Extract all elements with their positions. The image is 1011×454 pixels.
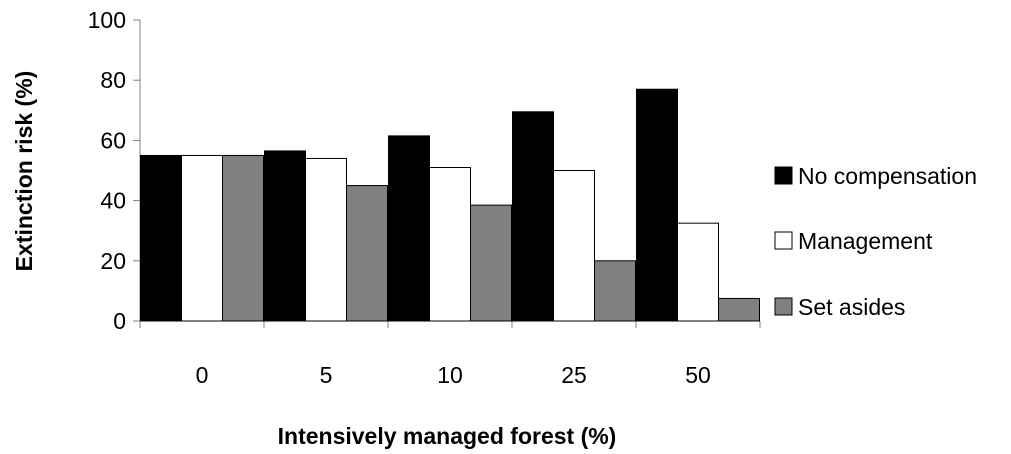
bar-no-compensation xyxy=(264,150,306,322)
legend-swatch xyxy=(774,297,793,316)
legend-swatch xyxy=(774,166,793,185)
y-tick-label: 0 xyxy=(113,308,126,334)
bar-management xyxy=(181,154,223,322)
bar-management xyxy=(305,157,347,322)
bar-no-compensation xyxy=(388,135,430,322)
legend-label: Management xyxy=(798,228,933,254)
x-tick-label: 10 xyxy=(437,362,463,388)
legend: No compensation Management Set asides xyxy=(774,163,977,320)
legend-label: No compensation xyxy=(798,163,977,189)
y-tick-label: 80 xyxy=(100,67,126,93)
bar-set-asides xyxy=(594,260,636,322)
bar-no-compensation xyxy=(512,111,554,322)
x-tick-label: 0 xyxy=(196,362,209,388)
y-tick-label: 40 xyxy=(100,188,126,214)
y-tick-label: 100 xyxy=(88,7,126,33)
y-tick-label: 20 xyxy=(100,248,126,274)
y-axis-title: Extinction risk (%) xyxy=(11,71,37,272)
bar-set-asides xyxy=(470,204,512,322)
bar-set-asides xyxy=(718,297,760,322)
x-tick-label: 50 xyxy=(685,362,711,388)
y-tick-label: 60 xyxy=(100,127,126,153)
x-axis-title: Intensively managed forest (%) xyxy=(278,423,617,449)
legend-label: Set asides xyxy=(798,294,905,320)
bar-management xyxy=(429,166,471,322)
legend-swatch xyxy=(774,231,793,250)
bar-no-compensation xyxy=(636,88,678,322)
x-tick-label: 5 xyxy=(320,362,333,388)
x-tick-label: 25 xyxy=(561,362,587,388)
bar-management xyxy=(677,222,719,322)
bar-set-asides xyxy=(346,185,388,322)
bar-set-asides xyxy=(222,154,264,322)
bar-no-compensation xyxy=(140,154,182,322)
plot-area: 0 20 40 60 80 100 0 5 10 25 50 xyxy=(88,7,761,388)
bar-management xyxy=(553,170,595,322)
